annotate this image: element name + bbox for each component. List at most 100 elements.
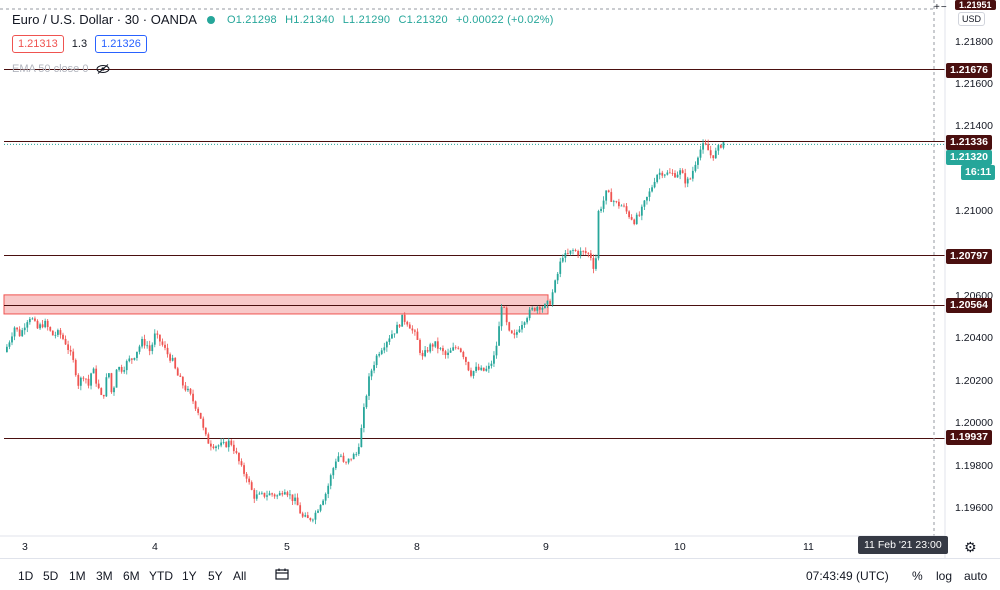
candle-body bbox=[69, 349, 72, 352]
time-label: 4 bbox=[152, 541, 158, 553]
candle-body bbox=[113, 387, 115, 393]
candle-body bbox=[146, 345, 149, 347]
candle-body bbox=[584, 251, 587, 253]
candle-body bbox=[148, 345, 151, 352]
change-value: +0.00022 (+0.02%) bbox=[456, 13, 554, 26]
candle-body bbox=[235, 451, 238, 453]
candle-body bbox=[57, 330, 59, 335]
candle-body bbox=[633, 219, 636, 225]
candle-body bbox=[416, 331, 419, 340]
candle-body bbox=[398, 324, 401, 327]
buy-price-button[interactable]: 1.21326 bbox=[95, 35, 147, 53]
candle-body bbox=[181, 376, 184, 386]
candle-body bbox=[143, 338, 146, 346]
candle-body bbox=[651, 187, 653, 192]
currency-label[interactable]: USD bbox=[958, 12, 986, 26]
candle-body bbox=[600, 208, 602, 211]
candle-body bbox=[110, 373, 113, 393]
timeframe-button[interactable]: 3M bbox=[96, 569, 113, 583]
candle-body bbox=[151, 344, 154, 352]
candle-body bbox=[406, 321, 409, 325]
price-label: 1.21400 bbox=[955, 120, 993, 133]
candle-body bbox=[309, 518, 312, 521]
candle-body bbox=[64, 338, 67, 345]
auto-scale-button[interactable]: auto bbox=[964, 569, 988, 583]
timeframe-button[interactable]: All bbox=[233, 569, 247, 583]
candle-body bbox=[189, 388, 192, 394]
candle-body bbox=[546, 300, 549, 305]
candle-body bbox=[263, 492, 266, 497]
sell-price-button[interactable]: 1.21313 bbox=[12, 35, 64, 53]
candle-body bbox=[408, 324, 411, 329]
candle-body bbox=[686, 178, 689, 184]
plus-icon[interactable]: + bbox=[934, 2, 941, 13]
candle-body bbox=[133, 357, 136, 360]
candle-body bbox=[67, 344, 69, 350]
candle-body bbox=[138, 346, 141, 352]
ohlc-values: O1.21298 H1.21340 L1.21290 C1.21320 +0.0… bbox=[227, 14, 559, 26]
candle-body bbox=[100, 388, 103, 395]
candle-body bbox=[54, 334, 57, 336]
timeframe-button[interactable]: 5D bbox=[43, 569, 59, 583]
candle-body bbox=[342, 455, 345, 462]
candle-body bbox=[171, 357, 174, 361]
utc-clock[interactable]: 07:43:49 (UTC) bbox=[806, 569, 889, 583]
candle-body bbox=[95, 368, 98, 384]
timeframe-button[interactable]: YTD bbox=[149, 569, 173, 583]
candle-body bbox=[475, 366, 477, 371]
candle-body bbox=[702, 143, 704, 150]
candle-body bbox=[375, 355, 378, 366]
hidden-eye-icon[interactable] bbox=[96, 64, 110, 74]
candle-body bbox=[365, 395, 368, 408]
timeframe-button[interactable]: 1D bbox=[18, 569, 34, 583]
price-label: 1.21600 bbox=[955, 78, 993, 90]
minus-icon[interactable]: − bbox=[940, 2, 948, 13]
indicator-legend[interactable]: EMA 50 close 0 bbox=[12, 63, 110, 75]
candle-body bbox=[487, 365, 490, 369]
candle-body bbox=[324, 493, 327, 501]
candle-body bbox=[569, 250, 572, 254]
log-scale-button[interactable]: log bbox=[936, 569, 953, 583]
candle-body bbox=[551, 292, 554, 305]
candle-body bbox=[345, 461, 347, 463]
candle-body bbox=[271, 493, 273, 495]
candle-body bbox=[90, 373, 92, 386]
low-value: L1.21290 bbox=[342, 13, 391, 26]
candle-body bbox=[439, 348, 442, 349]
time-label: 10 bbox=[674, 541, 686, 553]
timeframe-button[interactable]: 1M bbox=[69, 569, 86, 583]
candle-body bbox=[411, 328, 414, 331]
price-label: 1.19600 bbox=[955, 502, 993, 514]
candle-body bbox=[648, 191, 651, 197]
axis-controls[interactable]: +− bbox=[934, 2, 948, 13]
candle-body bbox=[62, 334, 64, 339]
candle-body bbox=[34, 318, 36, 321]
candle-body bbox=[156, 333, 159, 335]
price-label: 1.20200 bbox=[955, 374, 993, 387]
settings-gear-icon[interactable]: ⚙ bbox=[964, 539, 977, 555]
candle-body bbox=[240, 461, 243, 466]
current-price-tag: 1.21320 bbox=[946, 150, 992, 165]
candle-body bbox=[638, 214, 641, 216]
candle-body bbox=[444, 351, 447, 356]
high-value: H1.21340 bbox=[285, 13, 335, 26]
level-tag-4: 1.20564 bbox=[946, 298, 992, 313]
candle-body bbox=[153, 333, 156, 345]
candle-body bbox=[516, 332, 518, 335]
level-tag-1: 1.21676 bbox=[946, 63, 992, 78]
candle-body bbox=[197, 408, 200, 413]
supply-demand-zone[interactable] bbox=[3, 294, 549, 315]
candle-body bbox=[656, 174, 659, 182]
candle-body bbox=[340, 455, 342, 457]
timeframe-button[interactable]: 5Y bbox=[208, 569, 223, 583]
percent-scale-button[interactable]: % bbox=[912, 569, 923, 583]
candle-body bbox=[212, 446, 215, 449]
crosshair-time-tag: 11 Feb '21 23:00 bbox=[858, 536, 948, 554]
date-range-icon[interactable] bbox=[275, 568, 289, 580]
candle-body bbox=[426, 350, 429, 352]
candle-body bbox=[477, 366, 480, 370]
timeframe-button[interactable]: 1Y bbox=[182, 569, 197, 583]
timeframe-button[interactable]: 6M bbox=[123, 569, 140, 583]
symbol-title[interactable]: Euro / U.S. Dollar · 30 · OANDA bbox=[12, 12, 197, 27]
